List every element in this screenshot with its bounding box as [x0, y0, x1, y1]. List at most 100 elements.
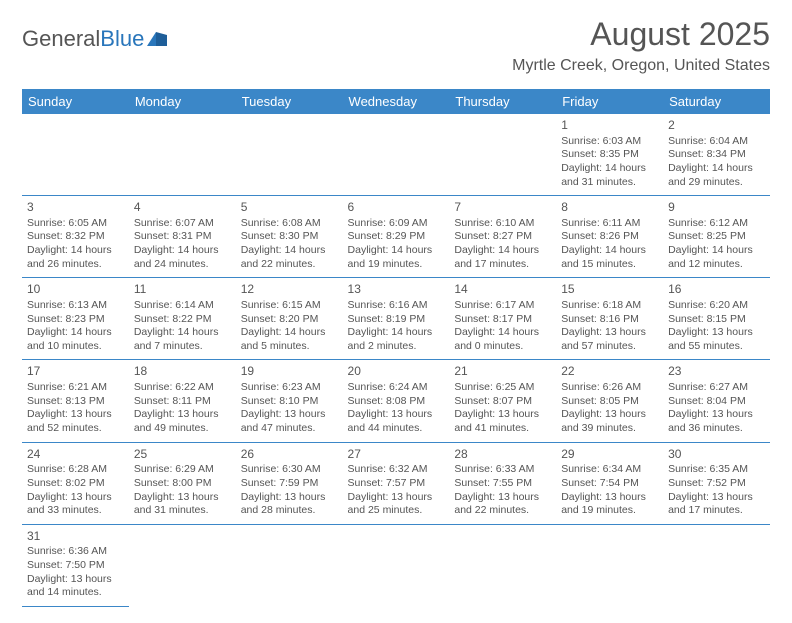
day-info-line: and 52 minutes.	[27, 422, 124, 436]
day-number: 12	[241, 282, 338, 298]
day-info-line: Sunrise: 6:26 AM	[561, 381, 658, 395]
day-info-line: Daylight: 14 hours	[348, 244, 445, 258]
day-info-line: Sunrise: 6:15 AM	[241, 299, 338, 313]
day-number: 19	[241, 364, 338, 380]
calendar-cell: 14Sunrise: 6:17 AMSunset: 8:17 PMDayligh…	[449, 278, 556, 360]
title-block: August 2025 Myrtle Creek, Oregon, United…	[512, 16, 770, 75]
day-number: 31	[27, 529, 124, 545]
day-info-line: Sunrise: 6:29 AM	[134, 463, 231, 477]
day-number: 7	[454, 200, 551, 216]
calendar-cell: 31Sunrise: 6:36 AMSunset: 7:50 PMDayligh…	[22, 524, 129, 606]
logo-text-1: General	[22, 26, 100, 52]
day-info-line: Daylight: 13 hours	[134, 408, 231, 422]
day-info-line: and 17 minutes.	[668, 504, 765, 518]
day-info-line: Daylight: 14 hours	[668, 162, 765, 176]
day-info-line: and 19 minutes.	[348, 258, 445, 272]
day-info-line: Sunset: 8:10 PM	[241, 395, 338, 409]
day-info-line: Daylight: 13 hours	[561, 326, 658, 340]
day-info-line: Sunrise: 6:32 AM	[348, 463, 445, 477]
calendar-cell: 9Sunrise: 6:12 AMSunset: 8:25 PMDaylight…	[663, 196, 770, 278]
day-info-line: Sunrise: 6:16 AM	[348, 299, 445, 313]
day-info-line: Sunrise: 6:30 AM	[241, 463, 338, 477]
day-info-line: and 31 minutes.	[561, 176, 658, 190]
calendar-cell: 17Sunrise: 6:21 AMSunset: 8:13 PMDayligh…	[22, 360, 129, 442]
day-info-line: and 22 minutes.	[454, 504, 551, 518]
day-info-line: Sunrise: 6:22 AM	[134, 381, 231, 395]
calendar-cell: 25Sunrise: 6:29 AMSunset: 8:00 PMDayligh…	[129, 442, 236, 524]
day-info-line: Daylight: 14 hours	[561, 162, 658, 176]
day-number: 22	[561, 364, 658, 380]
day-info-line: Daylight: 14 hours	[454, 326, 551, 340]
calendar-cell: 11Sunrise: 6:14 AMSunset: 8:22 PMDayligh…	[129, 278, 236, 360]
day-info-line: Sunset: 8:22 PM	[134, 313, 231, 327]
day-number: 15	[561, 282, 658, 298]
day-info-line: Sunset: 8:04 PM	[668, 395, 765, 409]
calendar-cell: 12Sunrise: 6:15 AMSunset: 8:20 PMDayligh…	[236, 278, 343, 360]
day-info-line: Sunset: 7:50 PM	[27, 559, 124, 573]
calendar-cell: 19Sunrise: 6:23 AMSunset: 8:10 PMDayligh…	[236, 360, 343, 442]
day-info-line: and 28 minutes.	[241, 504, 338, 518]
day-number: 20	[348, 364, 445, 380]
day-info-line: Daylight: 13 hours	[27, 491, 124, 505]
day-header: Thursday	[449, 89, 556, 114]
day-info-line: and 57 minutes.	[561, 340, 658, 354]
calendar-cell: 2Sunrise: 6:04 AMSunset: 8:34 PMDaylight…	[663, 114, 770, 196]
calendar-row: 24Sunrise: 6:28 AMSunset: 8:02 PMDayligh…	[22, 442, 770, 524]
day-info-line: Daylight: 13 hours	[241, 408, 338, 422]
day-info-line: Daylight: 13 hours	[27, 408, 124, 422]
day-info-line: and 29 minutes.	[668, 176, 765, 190]
calendar-cell: 5Sunrise: 6:08 AMSunset: 8:30 PMDaylight…	[236, 196, 343, 278]
day-info-line: Sunset: 8:32 PM	[27, 230, 124, 244]
day-info-line: Sunset: 8:05 PM	[561, 395, 658, 409]
day-number: 1	[561, 118, 658, 134]
day-info-line: Sunrise: 6:27 AM	[668, 381, 765, 395]
day-number: 26	[241, 447, 338, 463]
day-number: 9	[668, 200, 765, 216]
day-number: 21	[454, 364, 551, 380]
day-info-line: Daylight: 14 hours	[27, 326, 124, 340]
day-header: Tuesday	[236, 89, 343, 114]
calendar-table: SundayMondayTuesdayWednesdayThursdayFrid…	[22, 89, 770, 607]
calendar-cell: 30Sunrise: 6:35 AMSunset: 7:52 PMDayligh…	[663, 442, 770, 524]
day-info-line: Sunset: 7:57 PM	[348, 477, 445, 491]
calendar-cell: 28Sunrise: 6:33 AMSunset: 7:55 PMDayligh…	[449, 442, 556, 524]
calendar-cell	[556, 524, 663, 606]
day-number: 28	[454, 447, 551, 463]
day-info-line: Daylight: 13 hours	[27, 573, 124, 587]
day-info-line: Daylight: 14 hours	[348, 326, 445, 340]
day-number: 16	[668, 282, 765, 298]
day-header: Sunday	[22, 89, 129, 114]
logo-mark-icon	[147, 26, 169, 52]
calendar-row: 31Sunrise: 6:36 AMSunset: 7:50 PMDayligh…	[22, 524, 770, 606]
day-number: 23	[668, 364, 765, 380]
day-info-line: Sunset: 8:31 PM	[134, 230, 231, 244]
day-info-line: Sunset: 7:55 PM	[454, 477, 551, 491]
day-info-line: Sunrise: 6:03 AM	[561, 135, 658, 149]
day-number: 2	[668, 118, 765, 134]
day-info-line: Daylight: 14 hours	[241, 244, 338, 258]
day-info-line: Sunrise: 6:24 AM	[348, 381, 445, 395]
day-header: Saturday	[663, 89, 770, 114]
calendar-cell: 4Sunrise: 6:07 AMSunset: 8:31 PMDaylight…	[129, 196, 236, 278]
day-number: 10	[27, 282, 124, 298]
calendar-cell: 27Sunrise: 6:32 AMSunset: 7:57 PMDayligh…	[343, 442, 450, 524]
day-info-line: Sunset: 8:02 PM	[27, 477, 124, 491]
calendar-cell	[449, 114, 556, 196]
day-header: Friday	[556, 89, 663, 114]
day-header: Monday	[129, 89, 236, 114]
day-info-line: Sunset: 8:27 PM	[454, 230, 551, 244]
header: GeneralBlue August 2025 Myrtle Creek, Or…	[22, 16, 770, 75]
day-info-line: Daylight: 13 hours	[454, 491, 551, 505]
day-info-line: Sunset: 8:11 PM	[134, 395, 231, 409]
day-info-line: Sunrise: 6:23 AM	[241, 381, 338, 395]
day-info-line: Sunrise: 6:08 AM	[241, 217, 338, 231]
day-number: 6	[348, 200, 445, 216]
day-number: 24	[27, 447, 124, 463]
day-info-line: Sunset: 7:52 PM	[668, 477, 765, 491]
calendar-cell	[22, 114, 129, 196]
calendar-cell	[343, 524, 450, 606]
day-info-line: Sunrise: 6:10 AM	[454, 217, 551, 231]
day-info-line: Sunrise: 6:13 AM	[27, 299, 124, 313]
calendar-body: 1Sunrise: 6:03 AMSunset: 8:35 PMDaylight…	[22, 114, 770, 606]
calendar-page: GeneralBlue August 2025 Myrtle Creek, Or…	[0, 0, 792, 623]
